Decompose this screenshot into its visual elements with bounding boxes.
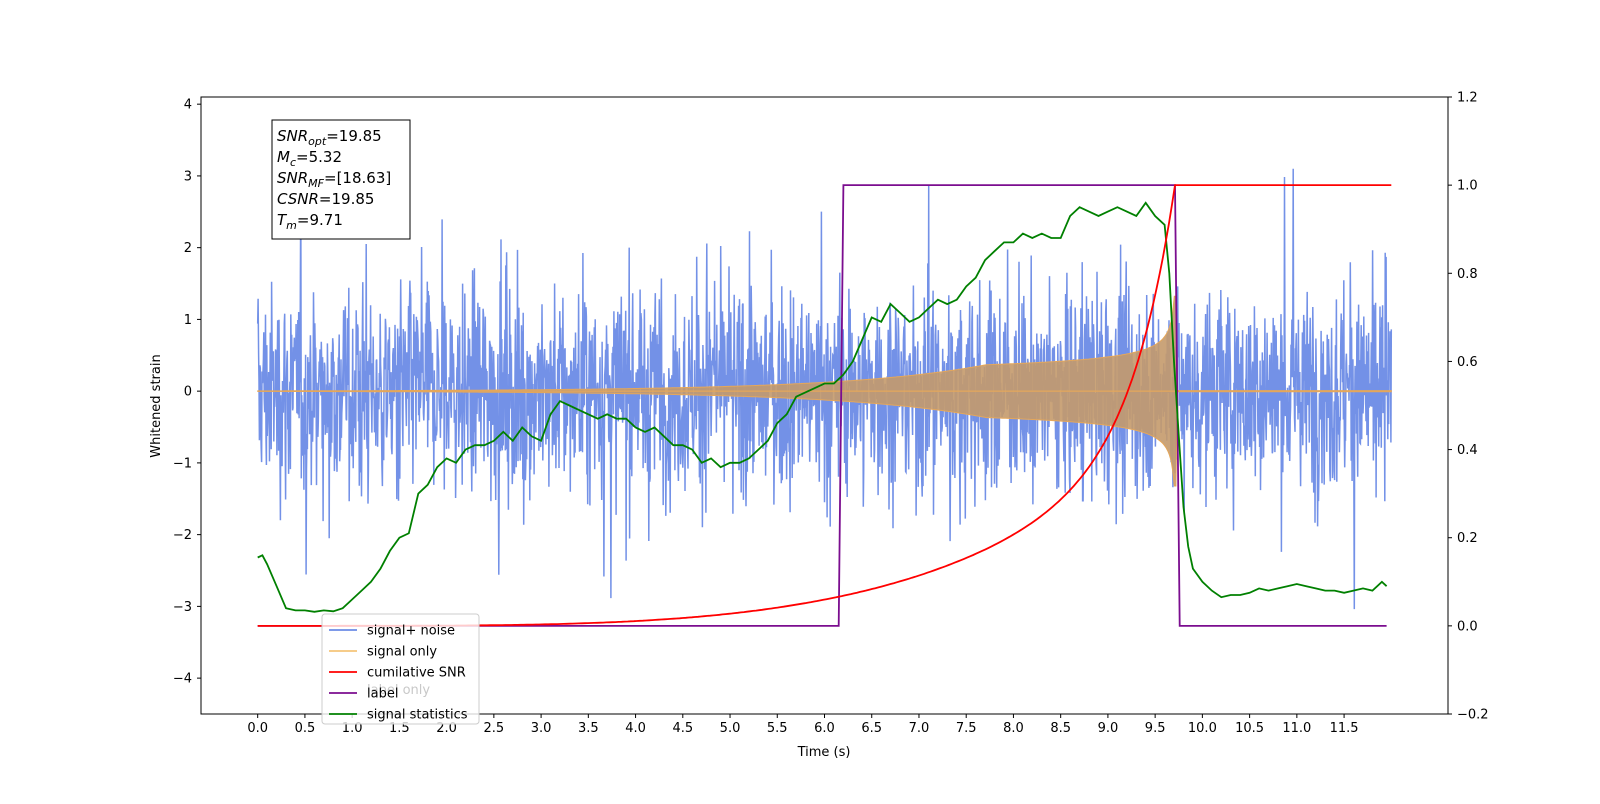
x-tick-label: 5.5	[767, 721, 788, 736]
x-tick-label: 2.5	[484, 721, 505, 736]
legend-entry: cumilative SNR	[367, 666, 466, 681]
info-box-frame	[271, 119, 411, 240]
legend-entry: signal only	[367, 645, 437, 660]
x-tick-label: 4.5	[672, 721, 693, 736]
x-tick-label: 8.5	[1050, 721, 1071, 736]
x-tick-label: 7.0	[909, 721, 930, 736]
series-signal-noise	[256, 168, 1393, 610]
x-tick-label: 1.5	[389, 721, 410, 736]
info-line: SNRopt=19.85	[277, 127, 382, 148]
y-tick-label: −1	[173, 456, 192, 471]
info-box-lines: SNRopt=19.85Mc=5.32SNRMF=[18.63]CSNR=19.…	[277, 127, 391, 232]
info-line: CSNR=19.85	[277, 190, 374, 208]
x-tick-label: 0.5	[295, 721, 316, 736]
x-tick-label: 0.0	[247, 721, 268, 736]
series-label	[257, 184, 1387, 627]
x-tick-label: 10.5	[1235, 721, 1264, 736]
x-tick-label: 4.0	[625, 721, 646, 736]
y2-tick-label: −0.2	[1457, 708, 1489, 723]
y-axis-right: 1.2 1.0 0.8 0.6 0.4 0.2 0.0 −0.2	[1448, 91, 1489, 723]
y-tick-label: −4	[173, 672, 192, 687]
y-tick-label: 0	[184, 385, 192, 400]
y2-tick-label: 0.6	[1457, 355, 1478, 370]
legend-items: signal+ noise signal only cumilative SNR la…	[329, 624, 468, 723]
legend-entry: label	[367, 687, 398, 702]
y-axis-left: 4 3 2 1 0 −1 −2 −3 −4	[173, 98, 201, 687]
y2-tick-label: 0.4	[1457, 443, 1478, 458]
legend-frame	[321, 613, 480, 725]
x-tick-label: 2.0	[436, 721, 457, 736]
legend: label only signal+ noise signal only cumil…	[321, 613, 480, 725]
x-tick-label: 7.5	[956, 721, 977, 736]
y-tick-label: 4	[184, 98, 192, 113]
x-axis-label: Time (s)	[797, 745, 851, 760]
legend-entry: signal+ noise	[367, 624, 455, 639]
x-tick-label: 3.0	[531, 721, 552, 736]
info-line: SNRMF=[18.63]	[277, 169, 391, 190]
x-tick-label: 11.5	[1330, 721, 1359, 736]
x-tick-label: 5.0	[720, 721, 741, 736]
y-tick-label: 2	[184, 241, 192, 256]
y2-tick-label: 1.0	[1457, 179, 1478, 194]
legend-entry: signal statistics	[367, 708, 468, 723]
x-tick-label: 6.5	[861, 721, 882, 736]
y-tick-label: 1	[184, 313, 192, 328]
series-signal-statistics	[257, 201, 1388, 613]
x-tick-label: 9.0	[1098, 721, 1119, 736]
legend-ghost-text: label only	[367, 683, 430, 698]
info-line: Tm=9.71	[277, 211, 343, 232]
y2-tick-label: 0.2	[1457, 531, 1478, 546]
x-tick-label: 9.5	[1145, 721, 1166, 736]
x-tick-label: 1.0	[342, 721, 363, 736]
info-line: Mc=5.32	[277, 148, 342, 169]
y-axis-label: Whitened strain	[149, 354, 164, 457]
x-tick-label: 3.5	[578, 721, 599, 736]
x-tick-label: 11.0	[1282, 721, 1311, 736]
y2-tick-label: 0.8	[1457, 267, 1478, 282]
y-tick-label: 3	[184, 169, 192, 184]
x-tick-label: 8.0	[1003, 721, 1024, 736]
y-tick-label: −3	[173, 600, 192, 615]
x-tick-label: 6.0	[814, 721, 835, 736]
y-tick-label: −2	[173, 528, 192, 543]
y2-tick-label: 1.2	[1457, 91, 1478, 106]
x-tick-label: 10.0	[1188, 721, 1217, 736]
x-axis: 0.0 0.5 1.0 1.5 2.0 2.5 3.0 3.5 4.0 4.5 5.0 5.5 6.0 6…	[247, 714, 1359, 736]
info-box: SNRopt=19.85Mc=5.32SNRMF=[18.63]CSNR=19.…	[271, 119, 411, 240]
y2-tick-label: 0.0	[1457, 619, 1478, 634]
